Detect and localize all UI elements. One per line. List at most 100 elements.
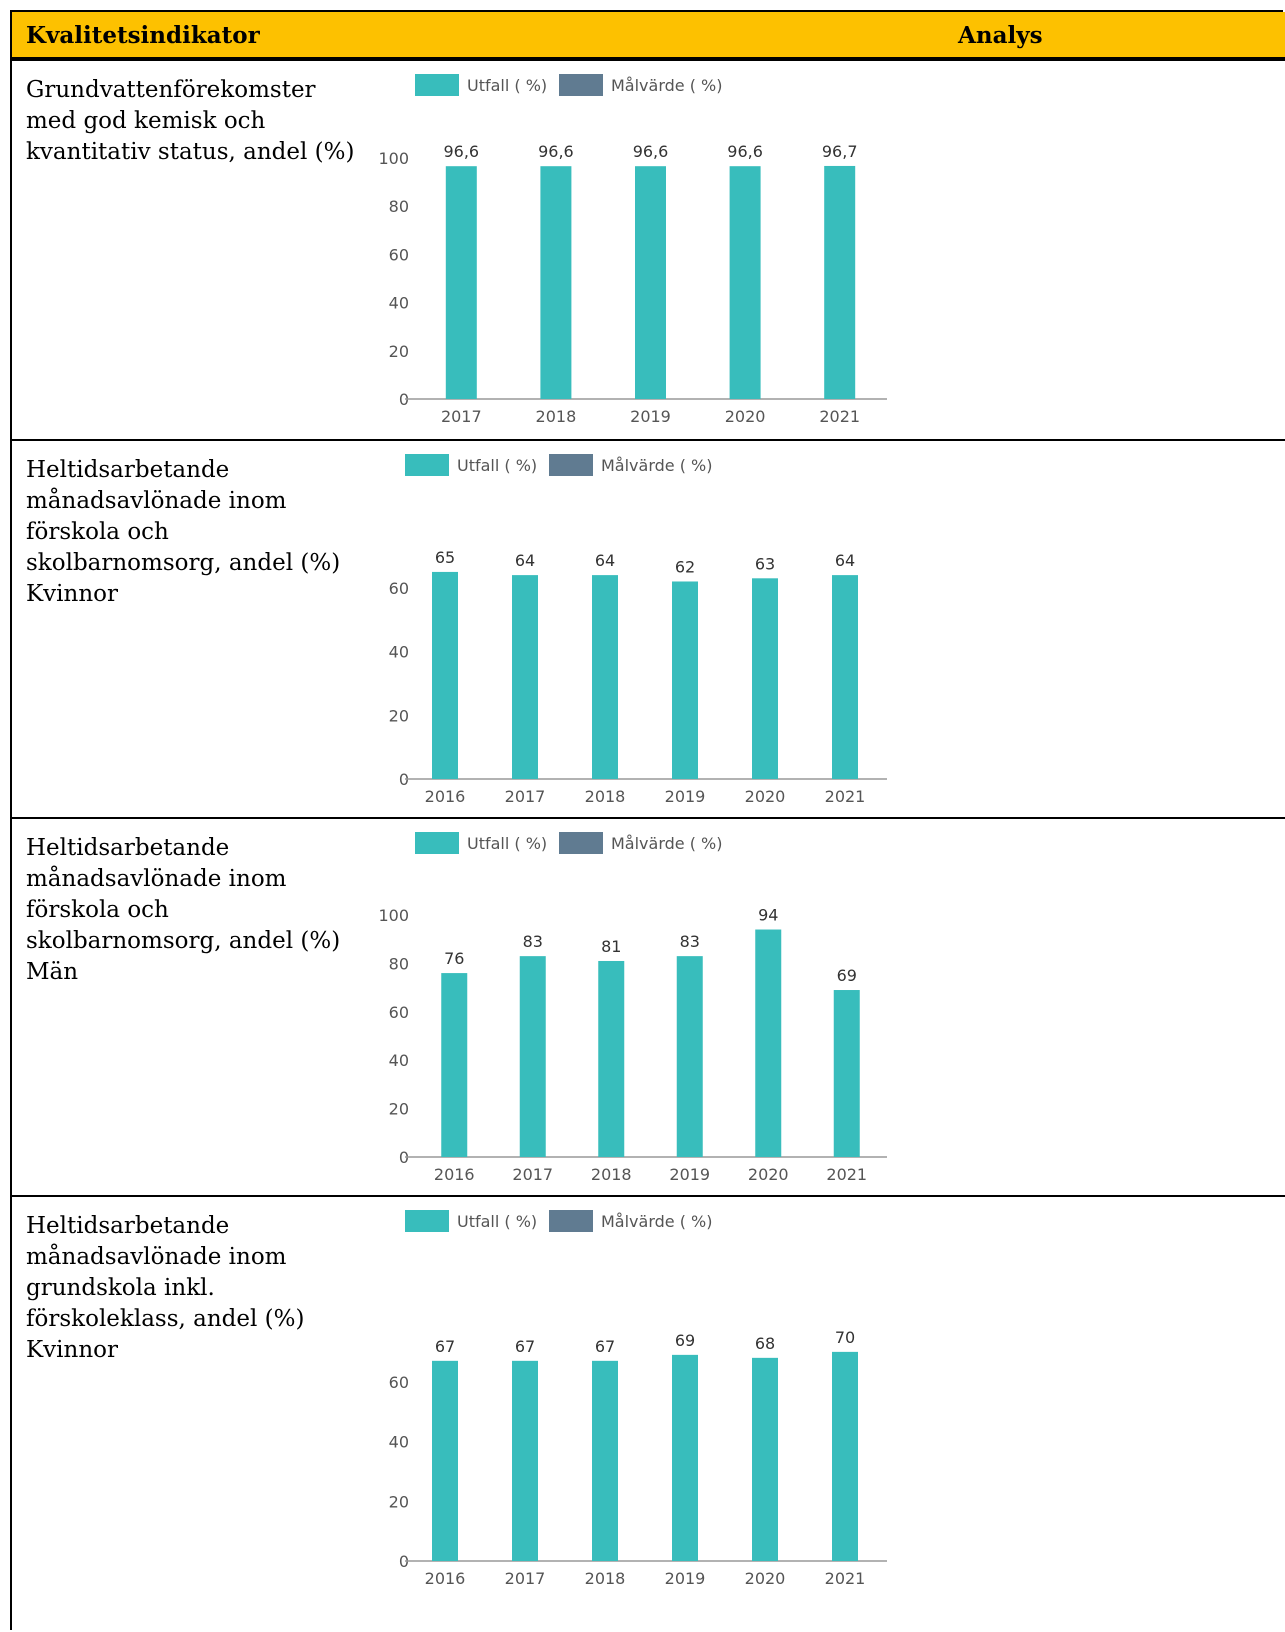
bar <box>752 1357 778 1561</box>
legend-swatch-utfall <box>405 454 449 476</box>
bar-chart-grundskola-kvinnor: Utfall ( %) Målvärde ( %) 0 20 40 60 67 2016 67 2… <box>389 1210 887 1588</box>
legend-label-utfall: Utfall ( %) <box>457 1212 537 1231</box>
x-tick-label: 2017 <box>505 787 546 806</box>
bar <box>512 575 538 779</box>
bar-value-label: 76 <box>444 949 464 968</box>
legend-label-utfall: Utfall ( %) <box>467 834 547 853</box>
bar-value-label: 96,6 <box>538 142 574 161</box>
y-tick-label: 0 <box>399 1552 409 1571</box>
bar <box>729 166 761 399</box>
legend-label-malvarde: Målvärde ( %) <box>611 834 722 853</box>
bar-value-label: 96,7 <box>822 142 858 161</box>
y-tick-label: 0 <box>399 770 409 789</box>
y-tick-label: 40 <box>389 294 409 313</box>
y-tick-label: 60 <box>389 245 409 264</box>
indicator-label: Heltidsarbetande månadsavlönade inom gru… <box>26 1213 305 1363</box>
bar <box>833 990 860 1157</box>
bar-value-label: 81 <box>601 937 621 956</box>
x-tick-label: 2019 <box>630 407 671 426</box>
legend-swatch-utfall <box>415 74 459 96</box>
y-tick-label: 20 <box>389 342 409 361</box>
bar <box>832 575 858 779</box>
x-tick-label: 2018 <box>585 787 626 806</box>
x-tick-label: 2019 <box>669 1165 710 1184</box>
bar <box>598 960 625 1157</box>
bar <box>519 956 546 1157</box>
table-row: Grundvattenförekomster med god kemisk oc… <box>12 61 1285 441</box>
bar-value-label: 64 <box>835 551 855 570</box>
bar-value-label: 83 <box>523 932 543 951</box>
legend-swatch-malvarde <box>559 74 603 96</box>
x-tick-label: 2019 <box>665 787 706 806</box>
x-tick-label: 2016 <box>434 1165 475 1184</box>
bar <box>512 1360 538 1561</box>
indicator-table: Kvalitetsindikator Analys Grundvattenför… <box>10 10 1285 1632</box>
legend-swatch-utfall <box>415 832 459 854</box>
x-tick-label: 2017 <box>512 1165 553 1184</box>
bar-value-label: 96,6 <box>443 142 479 161</box>
legend-label-utfall: Utfall ( %) <box>467 76 547 95</box>
bar <box>592 1360 618 1561</box>
bar-value-label: 63 <box>755 554 775 573</box>
y-tick-label: 20 <box>389 1100 409 1119</box>
bar-value-label: 69 <box>837 966 857 985</box>
bar <box>432 571 458 779</box>
bar <box>752 578 778 779</box>
bar <box>445 166 477 399</box>
bar-value-label: 96,6 <box>633 142 669 161</box>
x-tick-label: 2018 <box>591 1165 632 1184</box>
legend-swatch-malvarde <box>559 832 603 854</box>
x-tick-label: 2019 <box>665 1569 706 1588</box>
legend-swatch-malvarde <box>549 1210 593 1232</box>
bar-value-label: 94 <box>758 906 778 925</box>
bar-value-label: 67 <box>435 1337 455 1356</box>
bar-value-label: 64 <box>595 551 615 570</box>
x-tick-label: 2017 <box>441 407 482 426</box>
bar <box>635 166 666 399</box>
header-analysis-label: Analys <box>958 22 1043 49</box>
y-tick-label: 40 <box>389 1051 409 1070</box>
legend-label-malvarde: Målvärde ( %) <box>601 1212 712 1231</box>
x-tick-label: 2021 <box>819 407 860 426</box>
y-tick-label: 80 <box>389 954 409 973</box>
bar <box>441 973 468 1157</box>
y-tick-label: 80 <box>389 197 409 216</box>
y-tick-label: 20 <box>389 1492 409 1511</box>
x-tick-label: 2021 <box>825 1569 866 1588</box>
bar-value-label: 69 <box>675 1331 695 1350</box>
x-tick-label: 2016 <box>425 787 466 806</box>
y-tick-label: 40 <box>389 1433 409 1452</box>
x-tick-label: 2020 <box>745 1569 786 1588</box>
y-tick-label: 40 <box>389 643 409 662</box>
bar-value-label: 65 <box>435 548 455 567</box>
legend-label-malvarde: Målvärde ( %) <box>611 76 722 95</box>
legend-label-utfall: Utfall ( %) <box>457 456 537 475</box>
indicator-label: Heltidsarbetande månadsavlönade inom för… <box>26 835 341 985</box>
table-header: Kvalitetsindikator Analys <box>12 12 1285 61</box>
x-tick-label: 2018 <box>585 1569 626 1588</box>
x-tick-label: 2016 <box>425 1569 466 1588</box>
indicator-label: Heltidsarbetande månadsavlönade inom för… <box>26 457 341 607</box>
legend-swatch-malvarde <box>549 454 593 476</box>
bar <box>592 575 618 779</box>
bar <box>824 165 856 399</box>
bar-chart-forskola-kvinnor: Utfall ( %) Målvärde ( %) 0 20 40 60 65 2016 64 2… <box>389 454 887 806</box>
y-tick-label: 60 <box>389 1003 409 1022</box>
bar <box>676 956 703 1157</box>
bar-value-label: 67 <box>595 1337 615 1356</box>
bar-value-label: 64 <box>515 551 535 570</box>
bar-value-label: 68 <box>755 1334 775 1353</box>
bar <box>832 1351 858 1561</box>
bar-value-label: 62 <box>675 557 695 576</box>
y-tick-label: 0 <box>399 1148 409 1167</box>
indicator-label: Grundvattenförekomster med god kemisk oc… <box>26 77 355 165</box>
y-tick-label: 20 <box>389 706 409 725</box>
header-indicator-label: Kvalitetsindikator <box>26 22 260 49</box>
bar <box>672 1354 698 1561</box>
bar-value-label: 96,6 <box>727 142 763 161</box>
bar-value-label: 67 <box>515 1337 535 1356</box>
y-tick-label: 100 <box>378 906 409 925</box>
x-tick-label: 2021 <box>826 1165 867 1184</box>
bar-chart-forskola-man: Utfall ( %) Målvärde ( %) 0 20 40 60 80 100 76 20… <box>378 832 887 1184</box>
table-row: Heltidsarbetande månadsavlönade inom gru… <box>12 1197 1285 1632</box>
